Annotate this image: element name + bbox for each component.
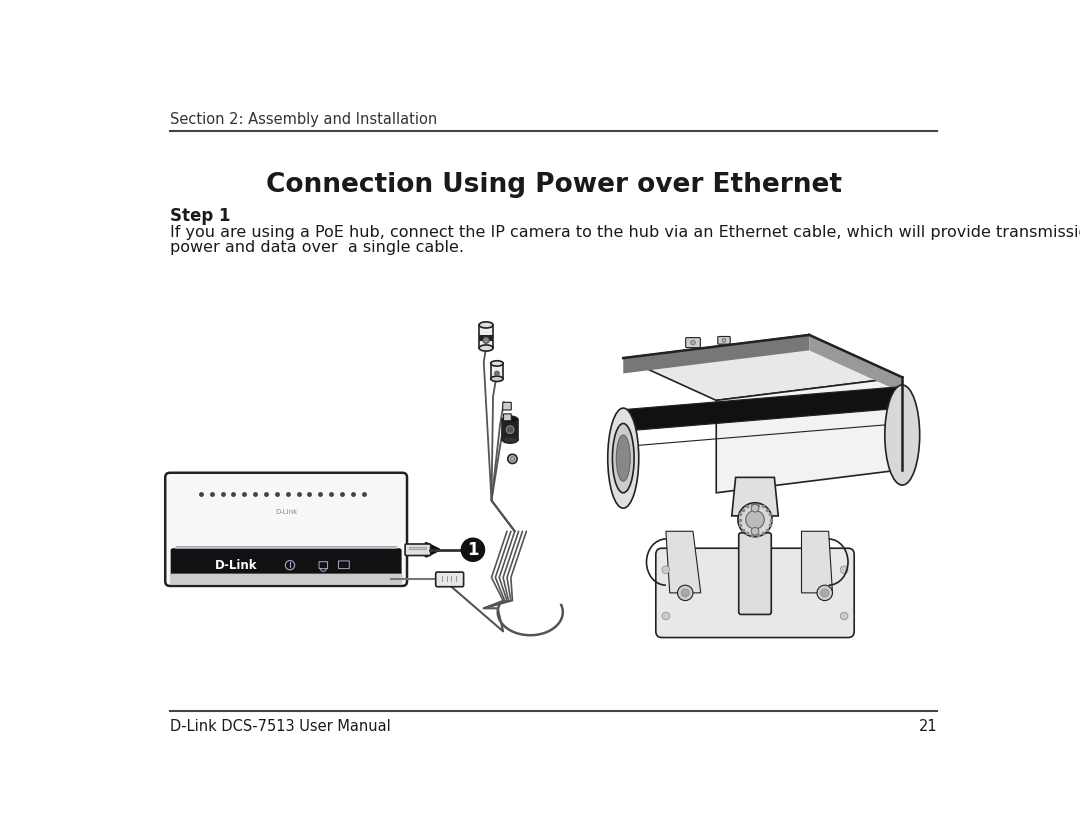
FancyBboxPatch shape: [405, 544, 431, 555]
Circle shape: [677, 585, 693, 600]
FancyBboxPatch shape: [435, 572, 463, 587]
Circle shape: [751, 527, 759, 535]
FancyBboxPatch shape: [503, 414, 511, 421]
Polygon shape: [809, 335, 902, 393]
Text: D-Link: D-Link: [275, 509, 297, 515]
Polygon shape: [623, 335, 809, 374]
Circle shape: [840, 612, 848, 620]
Text: 1: 1: [468, 540, 478, 559]
Text: Connection Using Power over Ethernet: Connection Using Power over Ethernet: [266, 172, 841, 198]
Bar: [502, 420, 517, 440]
Text: Step 1: Step 1: [170, 207, 230, 224]
Circle shape: [461, 538, 485, 561]
FancyBboxPatch shape: [739, 533, 771, 615]
Polygon shape: [732, 477, 779, 516]
Text: If you are using a PoE hub, connect the IP camera to the hub via an Ethernet cab: If you are using a PoE hub, connect the …: [170, 225, 1080, 240]
Circle shape: [510, 456, 515, 461]
FancyBboxPatch shape: [656, 548, 854, 637]
Text: power and data over  a single cable.: power and data over a single cable.: [170, 240, 464, 255]
Polygon shape: [623, 386, 902, 431]
Circle shape: [745, 510, 765, 529]
Polygon shape: [801, 531, 833, 593]
Circle shape: [662, 612, 670, 620]
Ellipse shape: [490, 361, 503, 366]
Ellipse shape: [612, 424, 634, 493]
Circle shape: [738, 503, 772, 536]
Circle shape: [821, 589, 828, 597]
Text: 21: 21: [918, 719, 937, 734]
Circle shape: [751, 505, 759, 512]
Ellipse shape: [490, 376, 503, 381]
FancyBboxPatch shape: [171, 548, 402, 582]
Ellipse shape: [480, 322, 494, 328]
Text: D-Link: D-Link: [215, 559, 257, 571]
Ellipse shape: [885, 385, 920, 485]
Circle shape: [816, 585, 833, 600]
Polygon shape: [623, 335, 902, 400]
FancyBboxPatch shape: [718, 336, 730, 344]
Circle shape: [495, 371, 499, 376]
Ellipse shape: [617, 435, 631, 481]
Circle shape: [507, 426, 514, 434]
Circle shape: [691, 340, 696, 345]
Polygon shape: [716, 377, 902, 493]
Bar: [480, 325, 494, 348]
Polygon shape: [666, 531, 701, 593]
Circle shape: [508, 455, 517, 464]
Circle shape: [840, 566, 848, 574]
Bar: [480, 335, 494, 341]
Circle shape: [483, 337, 489, 344]
Bar: [490, 364, 503, 379]
FancyBboxPatch shape: [408, 546, 426, 549]
Ellipse shape: [480, 345, 494, 351]
FancyBboxPatch shape: [686, 338, 700, 348]
FancyBboxPatch shape: [172, 480, 400, 548]
Ellipse shape: [502, 436, 517, 443]
Circle shape: [662, 566, 670, 574]
FancyBboxPatch shape: [165, 473, 407, 586]
Circle shape: [723, 339, 726, 342]
Ellipse shape: [502, 416, 517, 423]
Circle shape: [681, 589, 689, 597]
FancyBboxPatch shape: [502, 402, 511, 410]
Text: D-Link DCS-7513 User Manual: D-Link DCS-7513 User Manual: [170, 719, 391, 734]
Ellipse shape: [608, 408, 638, 508]
FancyBboxPatch shape: [170, 574, 403, 585]
Text: Section 2: Assembly and Installation: Section 2: Assembly and Installation: [170, 112, 437, 127]
